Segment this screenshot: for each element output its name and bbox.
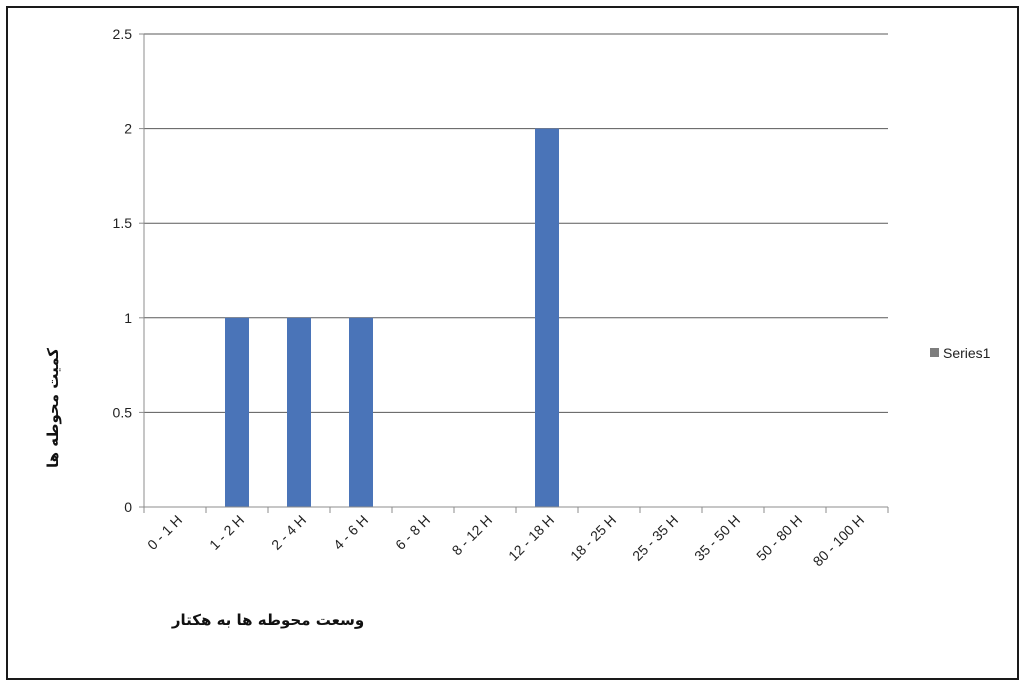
y-tick-label: 0	[124, 499, 132, 515]
x-axis-title: وسعت محوطه ها به هکتار	[171, 611, 364, 629]
x-tick-label: 2 - 4 H	[268, 512, 309, 553]
y-tick-label: 2.5	[113, 26, 133, 42]
y-tick-label: 1.5	[113, 215, 133, 231]
y-tick-label: 0.5	[113, 404, 133, 420]
x-tick-label: 50 - 80 H	[753, 512, 805, 564]
bar	[225, 317, 249, 507]
x-tick-label: 35 - 50 H	[691, 512, 743, 564]
bar	[535, 128, 559, 507]
x-tick-label: 80 - 100 H	[810, 512, 868, 570]
bar-chart: 0 0.5 1 1.5 2 2.5 0 - 1 H 1 - 2 H 2 - 4 H 4 - 6 H…	[44, 26, 991, 629]
y-axis-title: کمیت محوطه ها	[44, 348, 62, 468]
x-tick-label: 0 - 1 H	[144, 512, 185, 553]
chart-frame: 0 0.5 1 1.5 2 2.5 0 - 1 H 1 - 2 H 2 - 4 H 4 - 6 H…	[6, 6, 1019, 680]
x-tick-label: 8 - 12 H	[449, 512, 496, 559]
x-tick-label: 18 - 25 H	[567, 512, 619, 564]
x-tick-label: 1 - 2 H	[206, 512, 247, 553]
legend: Series1	[930, 345, 991, 361]
bar	[287, 317, 311, 507]
y-tick-label: 2	[124, 121, 132, 137]
x-tick-label: 12 - 18 H	[505, 512, 557, 564]
x-tick-label: 6 - 8 H	[392, 512, 433, 553]
legend-swatch	[930, 348, 939, 357]
gridlines	[144, 33, 888, 413]
x-tick-label: 4 - 6 H	[330, 512, 371, 553]
legend-label: Series1	[943, 345, 991, 361]
bar	[349, 317, 373, 507]
x-tick-label: 25 - 35 H	[629, 512, 681, 564]
bars	[225, 128, 559, 507]
y-tick-label: 1	[124, 310, 132, 326]
